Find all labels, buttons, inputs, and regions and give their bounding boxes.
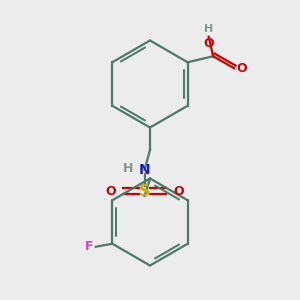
Text: H: H [123, 161, 133, 175]
Text: O: O [203, 38, 214, 50]
Text: O: O [173, 184, 184, 198]
Text: F: F [85, 240, 93, 253]
Text: O: O [106, 184, 116, 198]
Text: N: N [139, 163, 150, 176]
Text: H: H [204, 24, 213, 34]
Text: O: O [237, 62, 247, 75]
Text: S: S [139, 184, 150, 199]
